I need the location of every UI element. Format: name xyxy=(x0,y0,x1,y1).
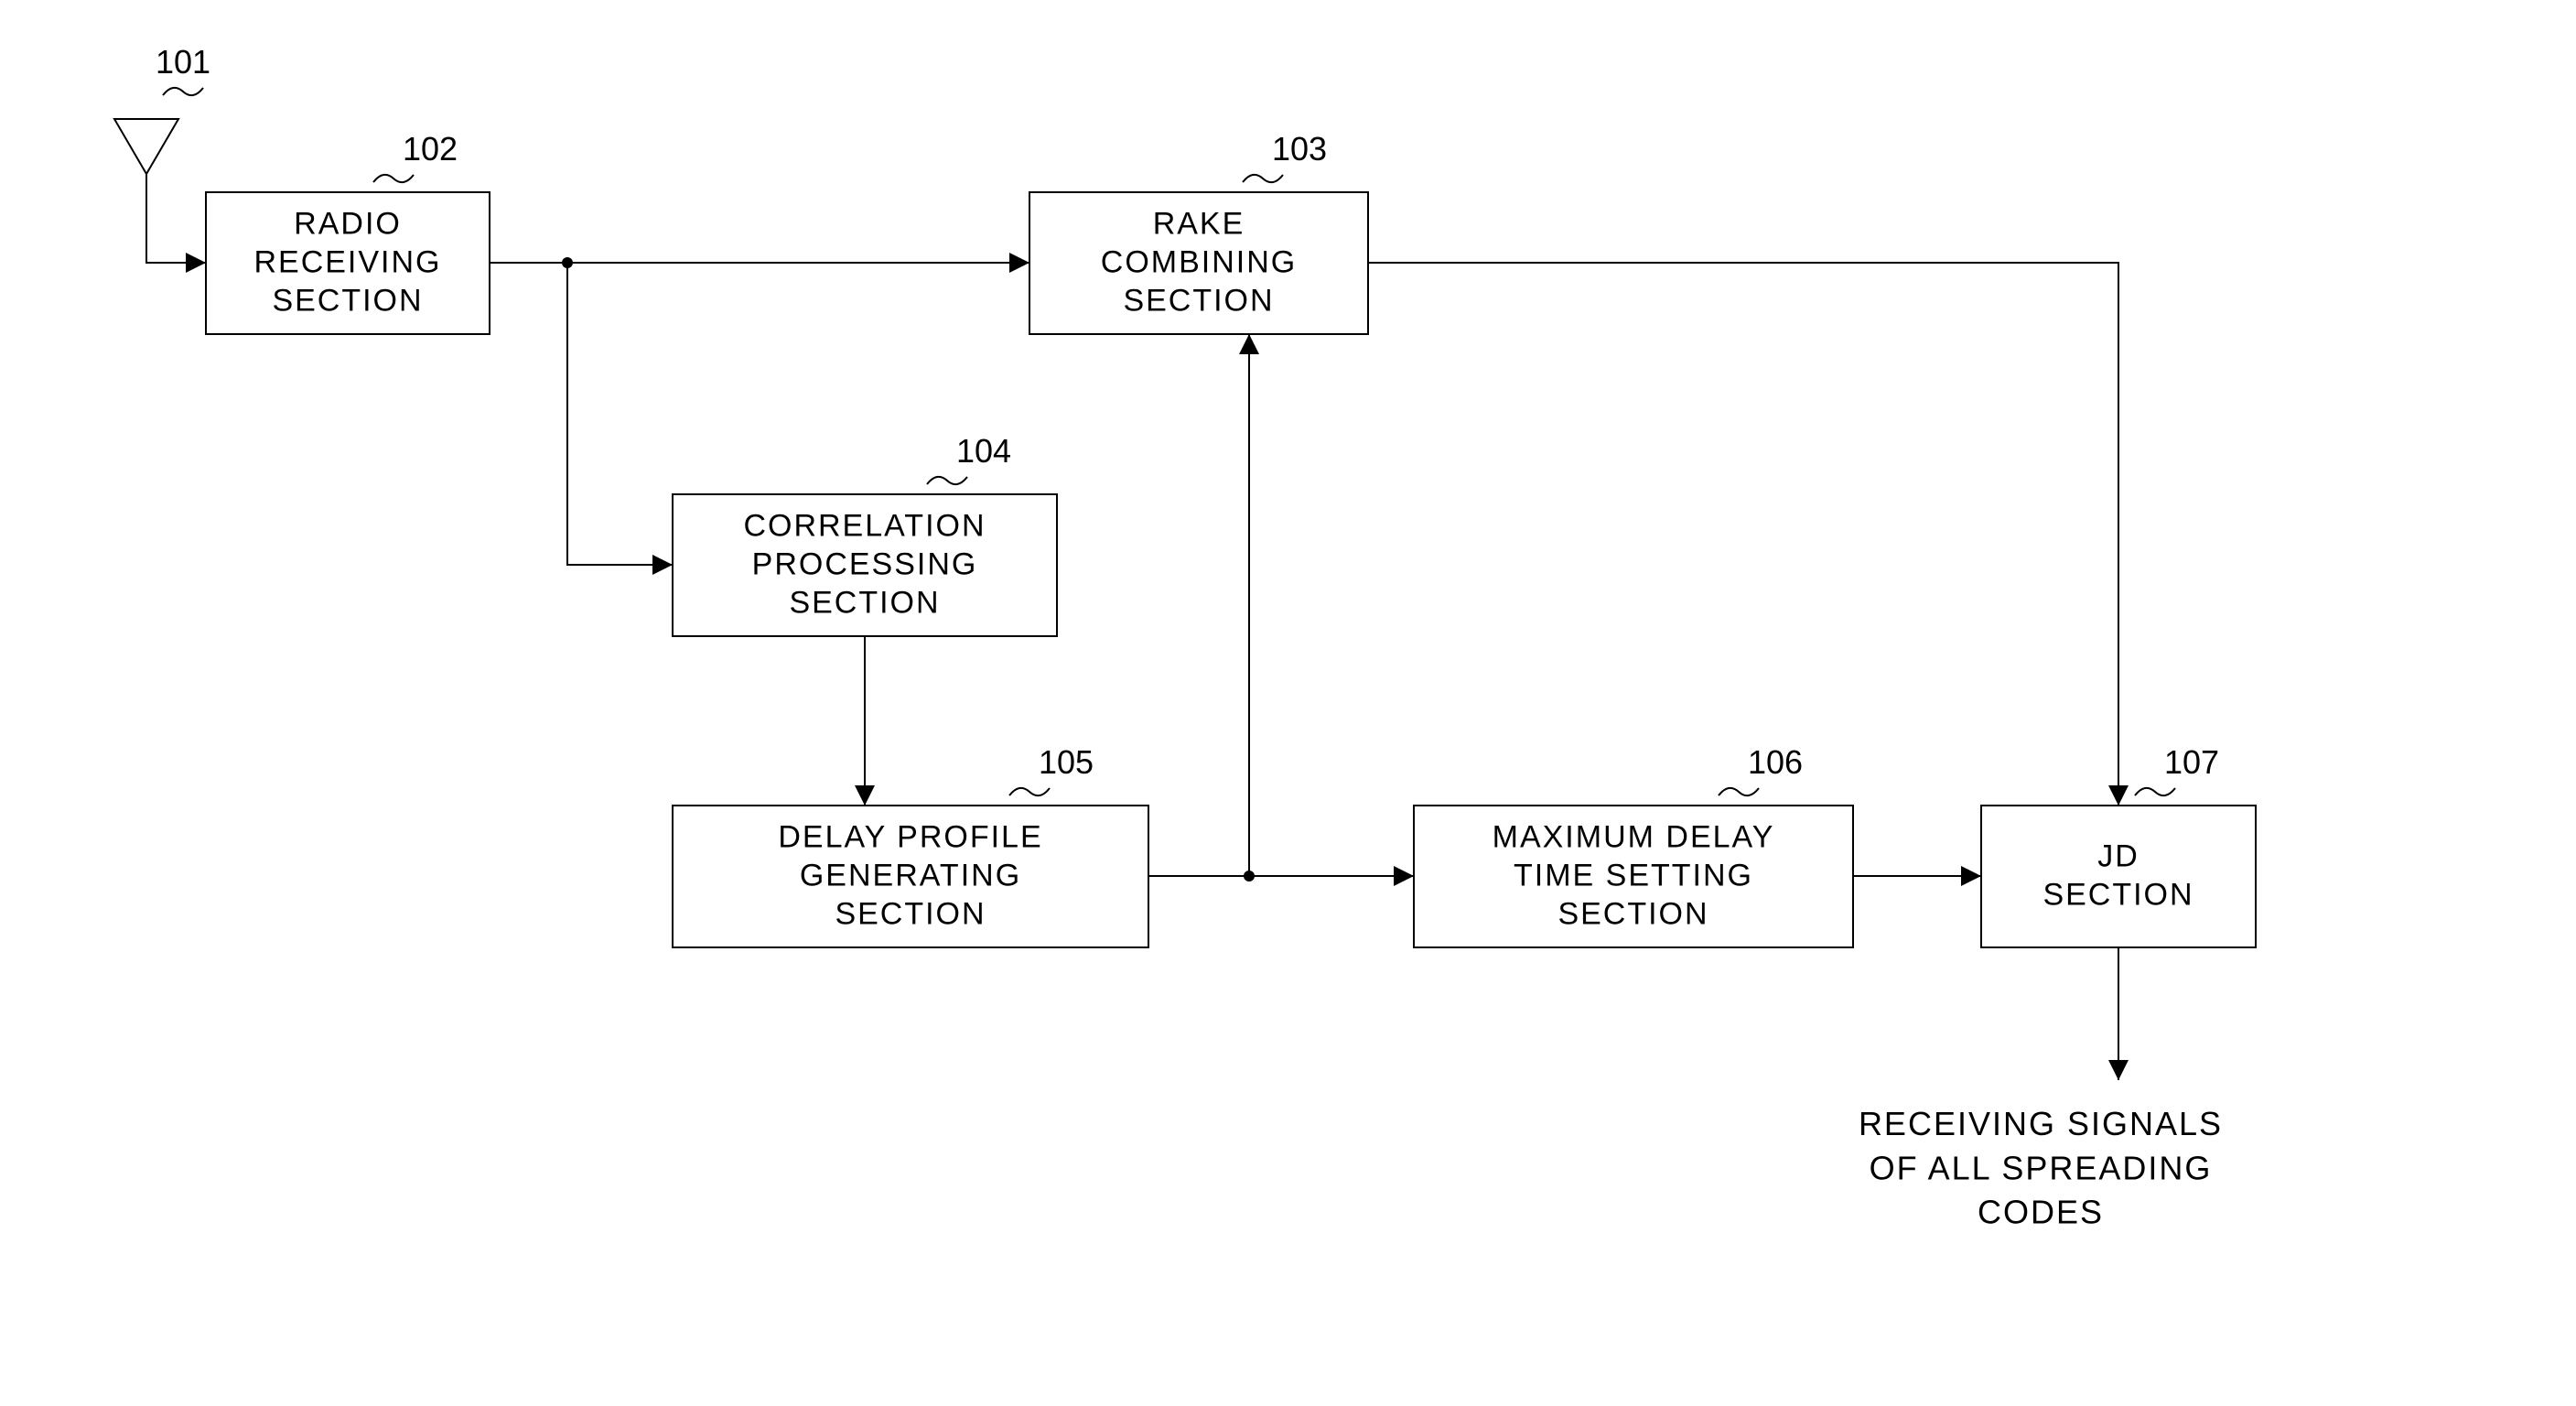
arrowhead xyxy=(1394,866,1414,886)
block-104-text-line-1: PROCESSING xyxy=(752,547,978,582)
connector xyxy=(1368,263,2118,806)
block-107-text-line-1: SECTION xyxy=(2042,878,2193,913)
tilde-mark xyxy=(2135,788,2175,795)
tilde-mark xyxy=(1009,788,1050,795)
output-text-line-0: RECEIVING SIGNALS xyxy=(1859,1105,2223,1142)
block-107-text-line-0: JD xyxy=(2097,839,2139,874)
block-106-label: 106 xyxy=(1748,743,1803,781)
connector xyxy=(567,263,673,565)
block-105-text-line-1: GENERATING xyxy=(800,859,1021,893)
arrowhead xyxy=(2108,1060,2129,1080)
block-105-label: 105 xyxy=(1039,743,1094,781)
block-106-text-line-2: SECTION xyxy=(1557,897,1708,932)
connector xyxy=(146,174,206,263)
block-102-label: 102 xyxy=(403,130,458,168)
block-104-label: 104 xyxy=(956,432,1011,470)
block-104-text-line-0: CORRELATION xyxy=(743,509,986,544)
output-text-line-2: CODES xyxy=(1978,1194,2104,1231)
tilde-mark xyxy=(927,477,967,484)
block-103-text-line-1: COMBINING xyxy=(1101,245,1297,280)
antenna-label: 101 xyxy=(156,43,210,81)
block-107 xyxy=(1981,806,2256,947)
arrowhead xyxy=(855,785,875,806)
output-text-line-1: OF ALL SPREADING xyxy=(1870,1149,2213,1186)
arrowhead xyxy=(186,253,206,273)
block-105-text-line-0: DELAY PROFILE xyxy=(778,820,1042,855)
tilde-mark xyxy=(1243,175,1283,182)
block-103-label: 103 xyxy=(1272,130,1327,168)
tilde-mark xyxy=(373,175,414,182)
block-103-text-line-2: SECTION xyxy=(1123,284,1274,319)
tilde-mark xyxy=(1719,788,1759,795)
arrowhead xyxy=(1961,866,1981,886)
block-106-text-line-1: TIME SETTING xyxy=(1514,859,1753,893)
junction-dot xyxy=(562,257,573,268)
arrowhead xyxy=(652,555,673,575)
arrowhead xyxy=(1009,253,1029,273)
arrowhead xyxy=(2108,785,2129,806)
antenna-icon xyxy=(114,119,178,174)
block-103-text-line-0: RAKE xyxy=(1153,207,1245,242)
arrowhead xyxy=(1239,334,1259,354)
block-104-text-line-2: SECTION xyxy=(789,586,940,621)
tilde-mark xyxy=(163,88,203,95)
block-105-text-line-2: SECTION xyxy=(835,897,986,932)
block-106-text-line-0: MAXIMUM DELAY xyxy=(1493,820,1775,855)
block-102-text-line-2: SECTION xyxy=(272,284,423,319)
block-107-label: 107 xyxy=(2164,743,2219,781)
block-102-text-line-0: RADIO xyxy=(294,207,402,242)
junction-dot xyxy=(1244,871,1255,881)
block-102-text-line-1: RECEIVING xyxy=(253,245,441,280)
